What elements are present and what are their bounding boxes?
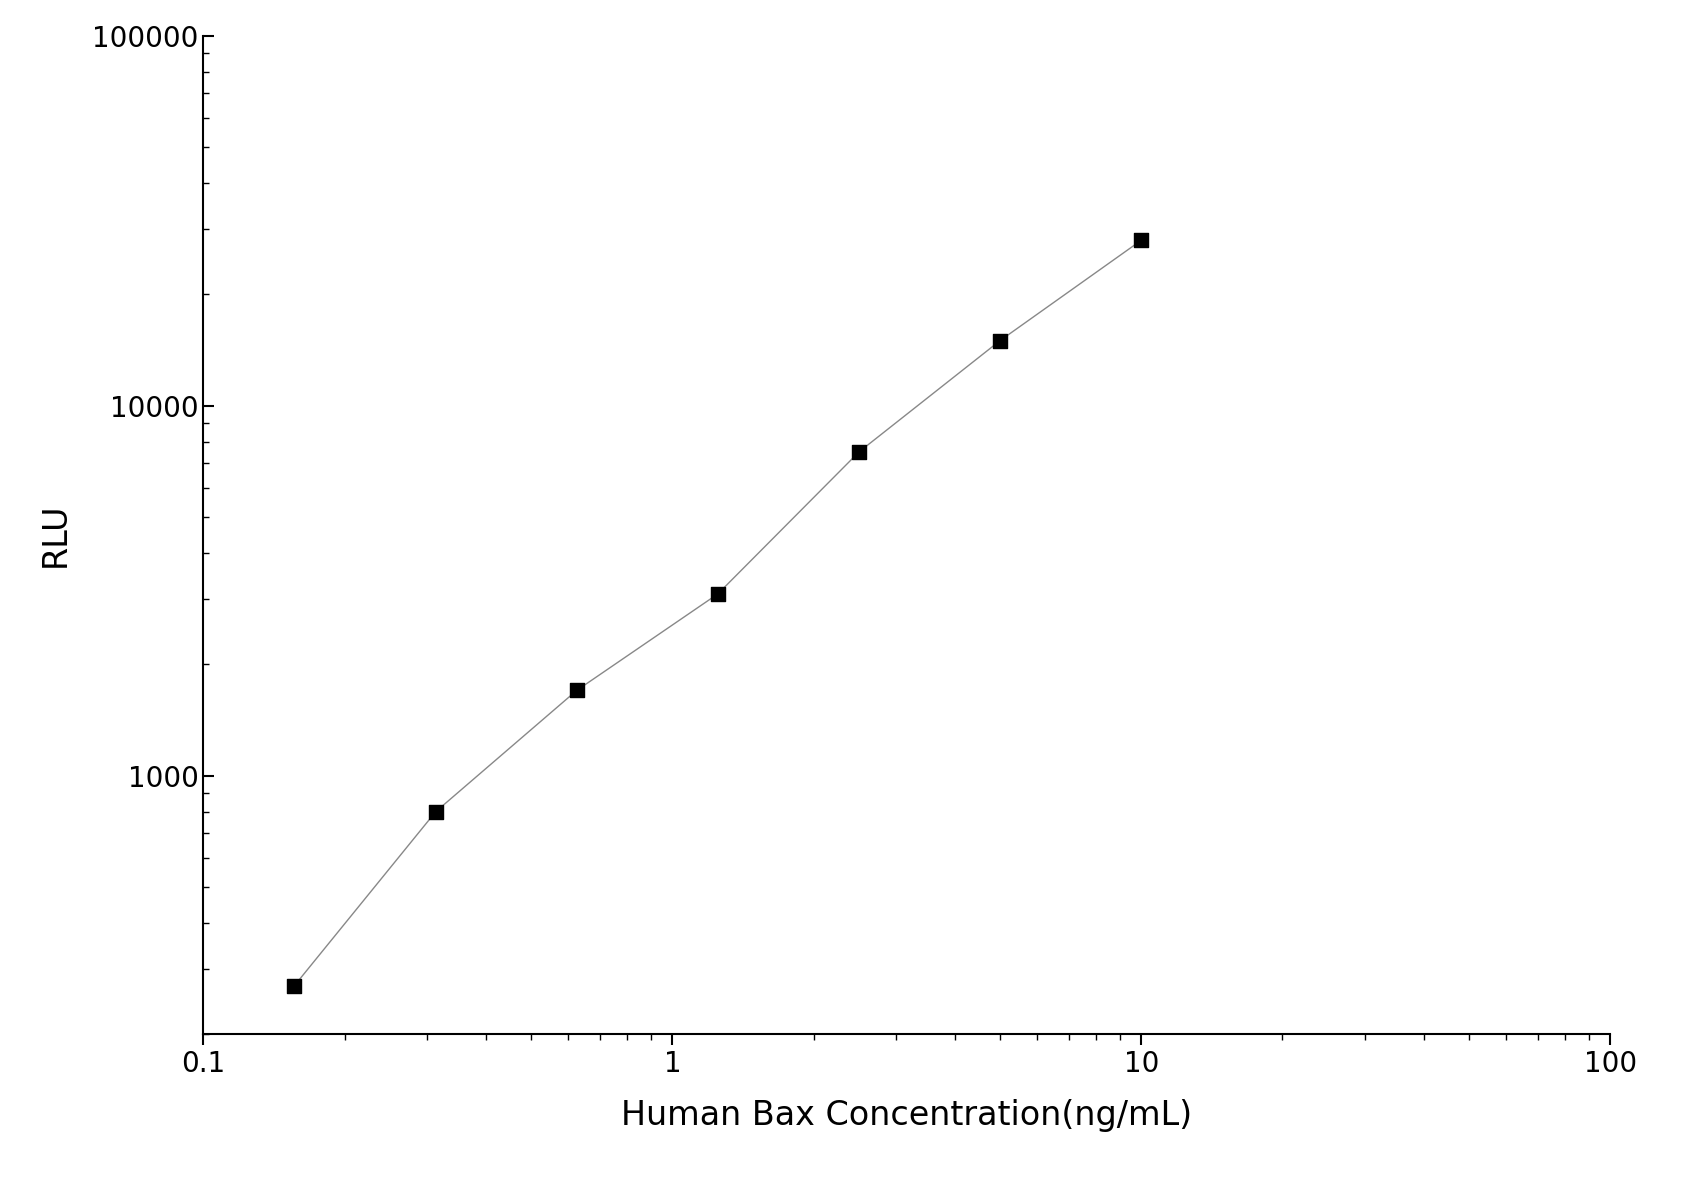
Point [422, 803, 449, 822]
Point [280, 976, 307, 995]
Point [703, 585, 731, 604]
Point [563, 681, 590, 700]
Point [846, 442, 873, 461]
Point [986, 331, 1014, 350]
Y-axis label: RLU: RLU [39, 503, 71, 567]
Point [1127, 231, 1154, 250]
X-axis label: Human Bax Concentration(ng/mL): Human Bax Concentration(ng/mL) [622, 1100, 1192, 1132]
